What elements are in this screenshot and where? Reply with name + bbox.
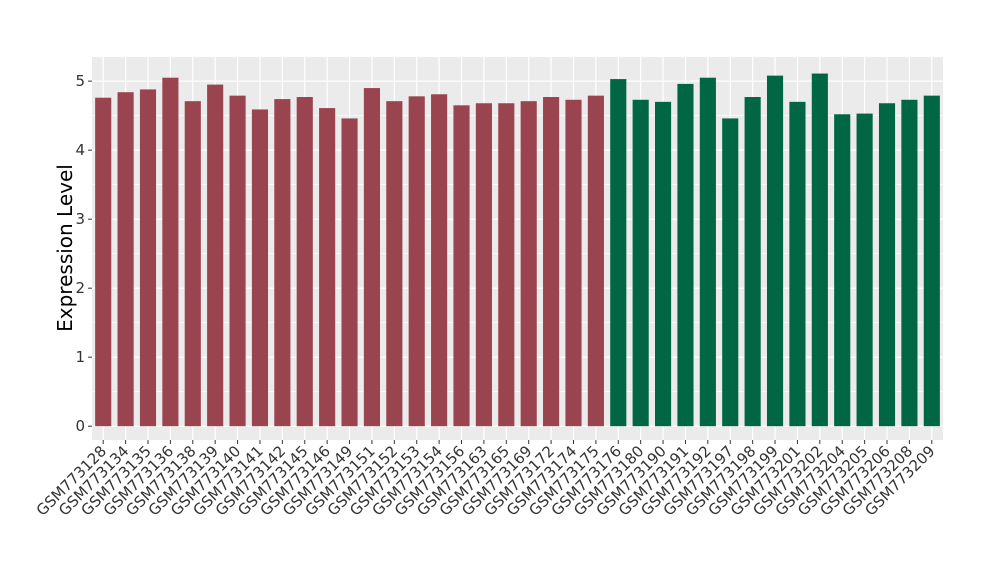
- bar: [587, 95, 604, 427]
- bar: [296, 97, 313, 427]
- bar: [139, 89, 157, 427]
- bar: [184, 101, 201, 427]
- bar: [856, 113, 873, 427]
- bar: [543, 97, 560, 427]
- bar: [811, 73, 828, 427]
- bar: [431, 94, 448, 427]
- bar: [923, 95, 940, 427]
- bar: [901, 99, 918, 427]
- bar: [251, 109, 269, 427]
- bar: [117, 92, 134, 427]
- bar: [699, 77, 716, 427]
- bar: [162, 77, 179, 427]
- bar: [341, 118, 358, 427]
- bar: [789, 101, 806, 427]
- y-axis-title: Expression Level: [53, 164, 77, 332]
- y-tick-label: 2: [75, 279, 85, 297]
- bar: [610, 79, 627, 427]
- y-tick-label: 0: [75, 417, 85, 435]
- bar: [408, 96, 425, 427]
- bar: [520, 101, 537, 427]
- bar: [363, 88, 380, 427]
- bar: [207, 84, 224, 427]
- bar: [834, 114, 851, 427]
- y-tick-label: 4: [75, 141, 85, 159]
- bar: [565, 99, 582, 427]
- bar: [632, 99, 649, 427]
- bar: [453, 105, 470, 427]
- bar: [677, 83, 694, 427]
- bar: [655, 101, 672, 427]
- y-tick-label: 5: [75, 72, 85, 90]
- x-axis: GSM773128GSM773134GSM773135GSM773136GSM7…: [33, 440, 939, 519]
- y-tick-label: 1: [75, 348, 85, 366]
- y-tick-label: 3: [75, 210, 85, 228]
- bar: [274, 99, 291, 427]
- bar: [319, 108, 336, 427]
- bar: [386, 101, 403, 427]
- y-axis: 0 1 2 3 4 5: [75, 72, 92, 435]
- bar: [722, 118, 739, 427]
- bar: [878, 103, 896, 427]
- bar: [744, 97, 761, 427]
- bar: [229, 95, 246, 427]
- bars: [95, 73, 940, 427]
- bar: [475, 103, 492, 427]
- bar: [95, 97, 112, 427]
- bar: [766, 75, 784, 427]
- bar: [498, 103, 515, 427]
